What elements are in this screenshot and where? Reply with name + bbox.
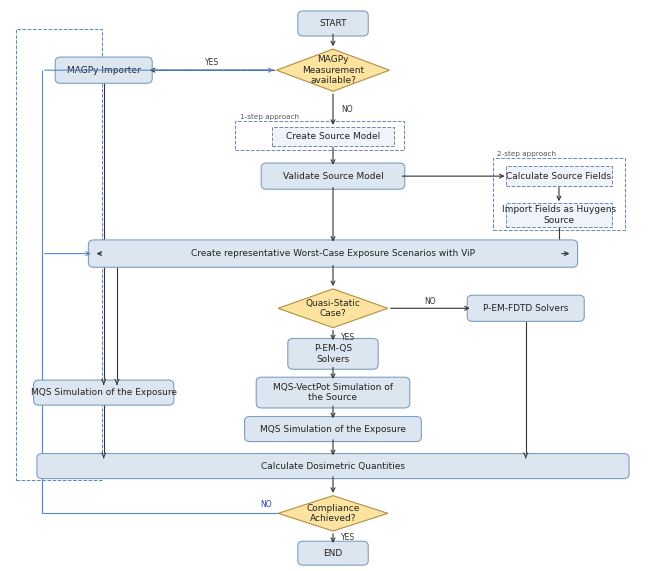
Text: P-EM-FDTD Solvers: P-EM-FDTD Solvers [483,304,568,313]
Text: YES: YES [341,533,355,542]
FancyBboxPatch shape [261,163,405,189]
Text: Quasi-Static
Case?: Quasi-Static Case? [306,299,360,318]
FancyBboxPatch shape [506,203,612,227]
FancyBboxPatch shape [298,541,368,565]
FancyBboxPatch shape [506,167,612,186]
Text: 2-step approach: 2-step approach [497,151,556,157]
Text: Create representative Worst-Case Exposure Scenarios with ViP: Create representative Worst-Case Exposur… [191,249,475,258]
Text: YES: YES [204,58,218,67]
FancyBboxPatch shape [492,158,625,230]
Polygon shape [278,496,388,531]
FancyBboxPatch shape [55,57,153,83]
Text: Import Fields as Huygens
Source: Import Fields as Huygens Source [502,205,616,224]
Polygon shape [278,289,388,328]
Text: NO: NO [260,500,272,509]
Text: NO: NO [424,297,436,306]
FancyBboxPatch shape [256,377,410,408]
FancyBboxPatch shape [37,453,629,478]
Text: START: START [319,19,347,28]
FancyBboxPatch shape [235,122,404,150]
Text: Create Source Model: Create Source Model [286,132,380,141]
Polygon shape [276,49,390,91]
Text: Calculate Source Fields: Calculate Source Fields [506,172,611,180]
Text: YES: YES [341,333,355,343]
Text: 1-step approach: 1-step approach [240,114,299,120]
Text: MAGPy
Measurement
available?: MAGPy Measurement available? [302,55,364,85]
FancyBboxPatch shape [298,11,368,36]
Text: END: END [324,549,342,558]
Text: MAGPy Importer: MAGPy Importer [67,66,141,75]
Text: MQS Simulation of the Exposure: MQS Simulation of the Exposure [31,388,176,397]
Text: Validate Source Model: Validate Source Model [282,172,384,180]
Text: Compliance
Achieved?: Compliance Achieved? [306,504,360,523]
Text: MQS Simulation of the Exposure: MQS Simulation of the Exposure [260,425,406,433]
Text: Calculate Dosimetric Quantities: Calculate Dosimetric Quantities [261,461,405,471]
Text: MQS-VectPot Simulation of
the Source: MQS-VectPot Simulation of the Source [273,383,393,403]
Text: NO: NO [341,105,352,114]
FancyBboxPatch shape [468,295,584,321]
FancyBboxPatch shape [288,339,378,369]
FancyBboxPatch shape [89,240,577,267]
FancyBboxPatch shape [244,416,422,441]
FancyBboxPatch shape [272,127,394,146]
FancyBboxPatch shape [33,380,174,405]
Text: P-EM-QS
Solvers: P-EM-QS Solvers [314,344,352,364]
